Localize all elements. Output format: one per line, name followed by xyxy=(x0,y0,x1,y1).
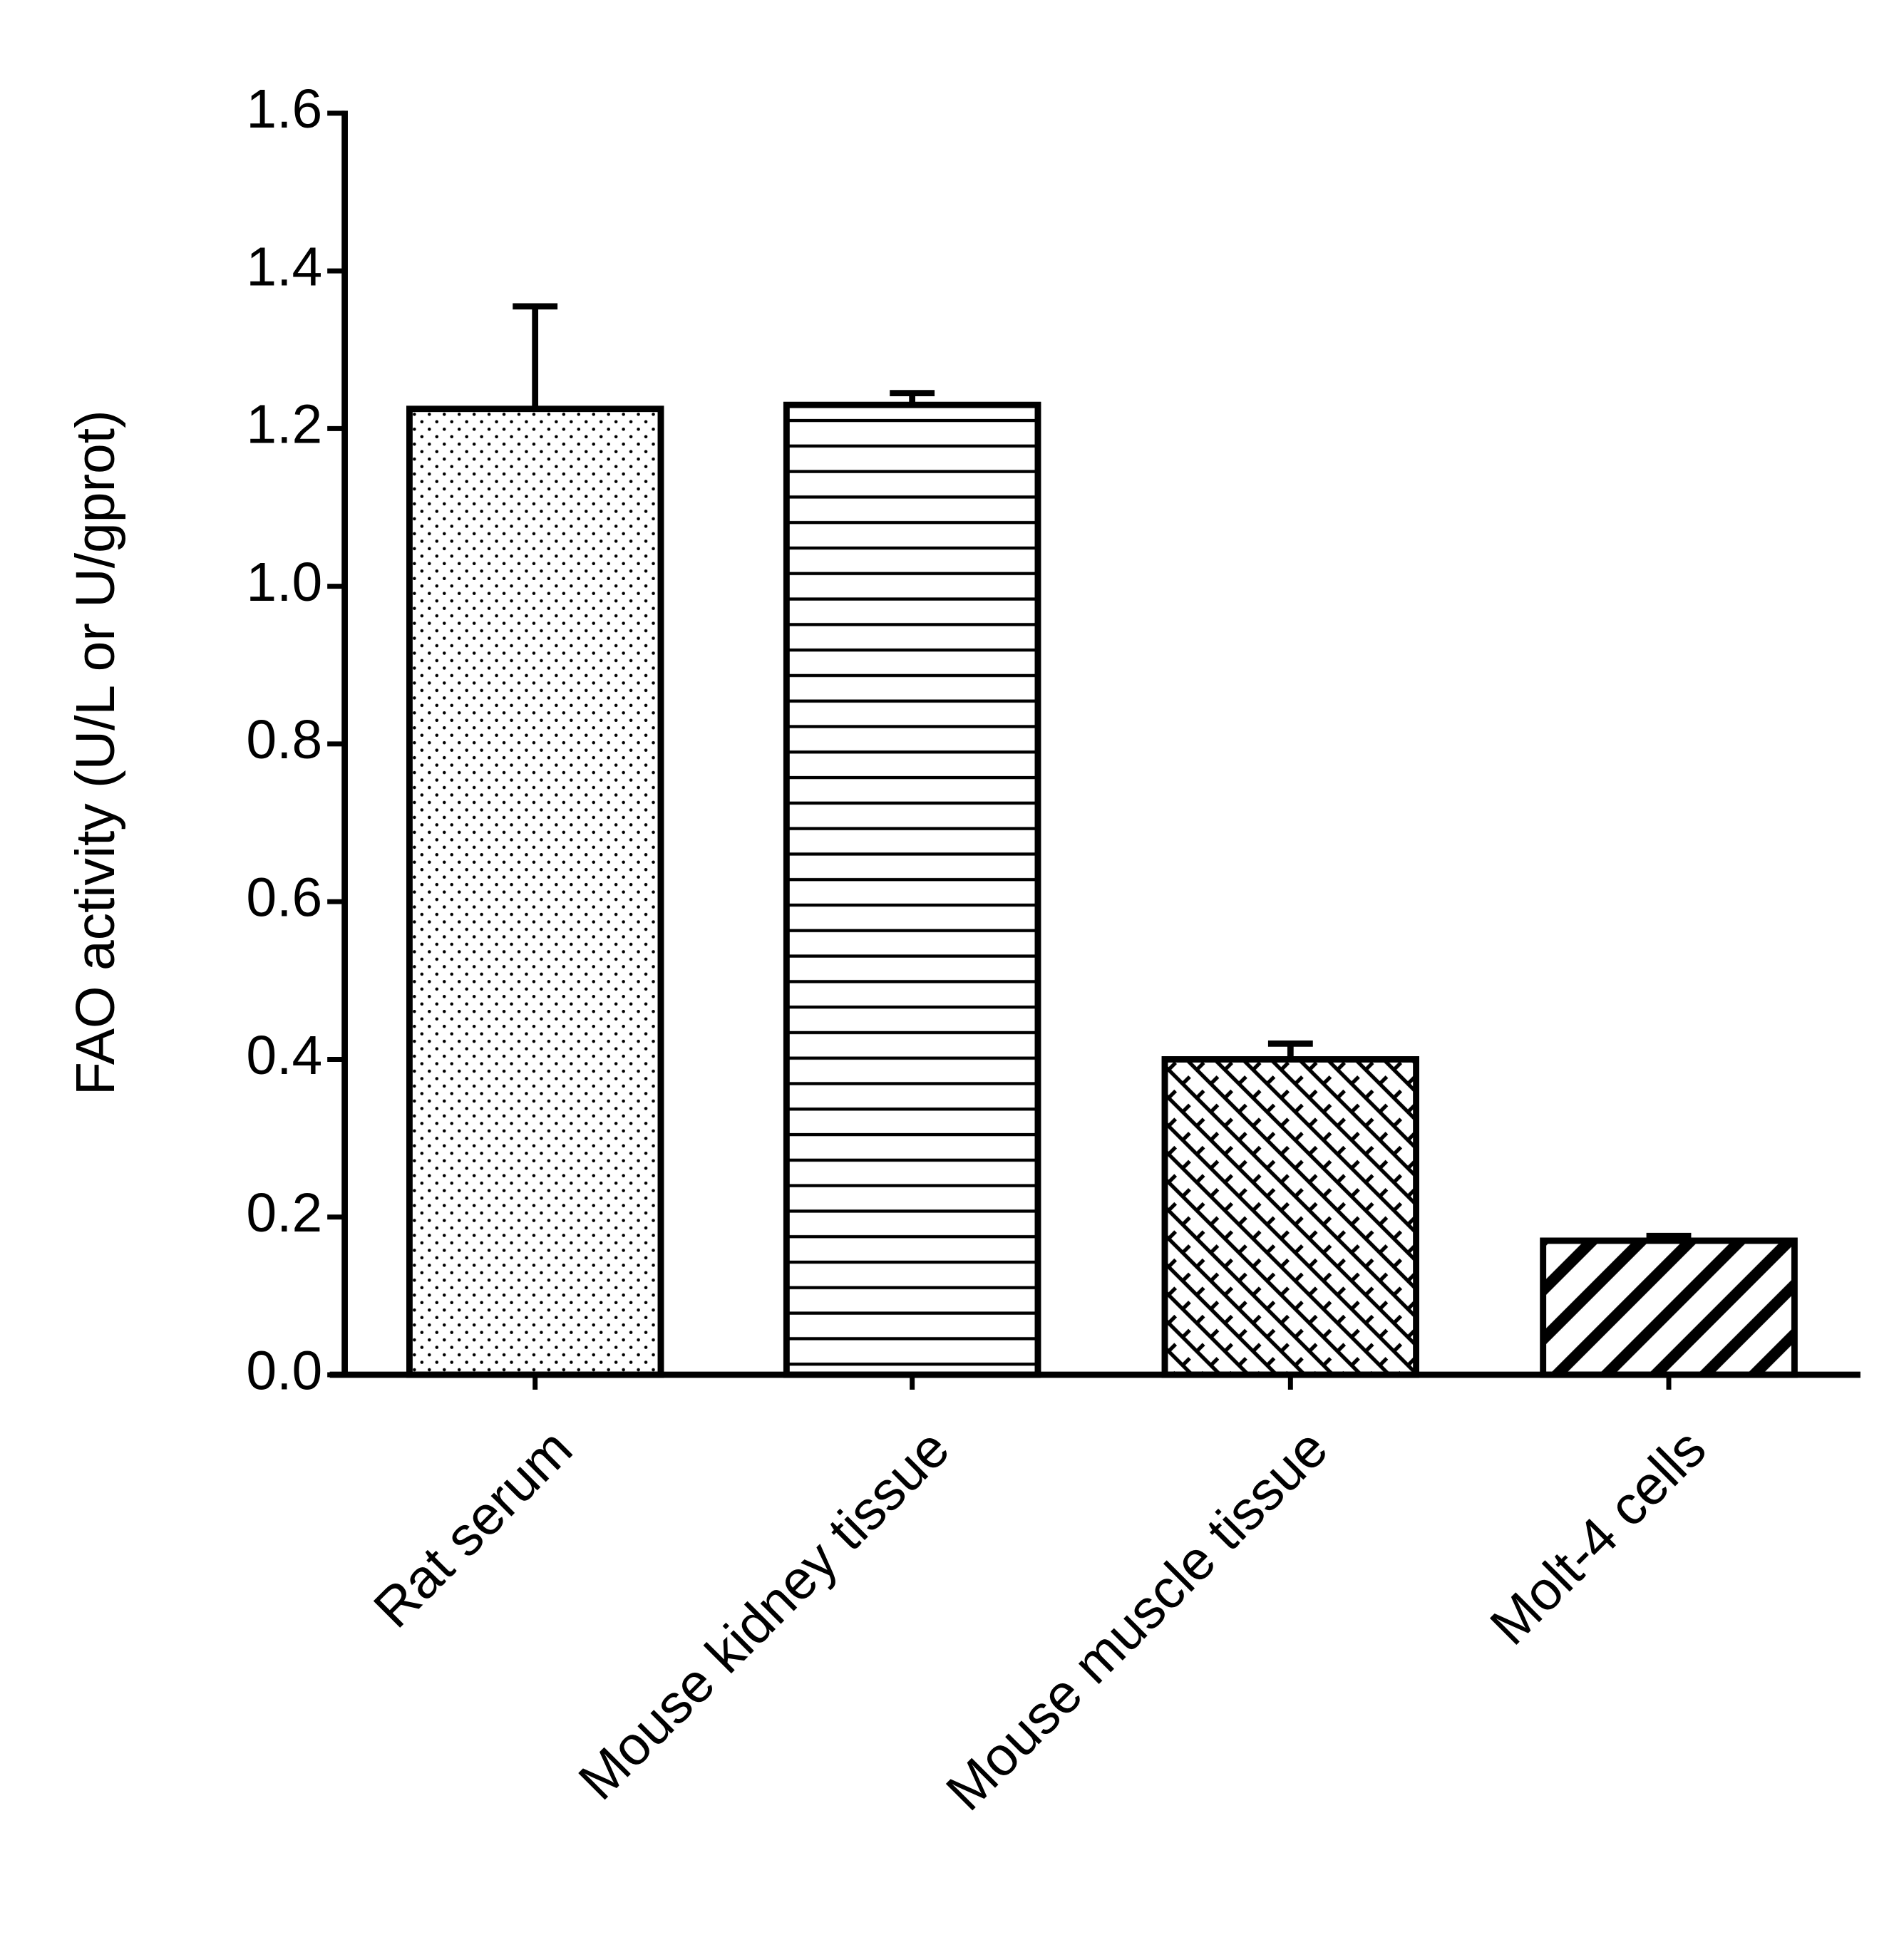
y-tick-label: 0.6 xyxy=(246,867,322,928)
bar-pattern xyxy=(783,401,1041,1378)
y-tick-label: 0.4 xyxy=(246,1025,322,1086)
y-tick-label: 1.2 xyxy=(246,394,322,455)
y-tick-label: 0.2 xyxy=(246,1182,322,1244)
y-axis-label: FAO activity (U/L or U/gprot) xyxy=(65,410,126,1095)
y-tick-label: 0.8 xyxy=(246,709,322,770)
y-tick-label: 1.6 xyxy=(246,78,322,140)
y-tick-label: 1.0 xyxy=(246,552,322,613)
y-tick-label: 0.0 xyxy=(246,1340,322,1401)
y-tick-label: 1.4 xyxy=(246,236,322,297)
x-tick-label: Rat serum xyxy=(362,1417,584,1639)
x-tick-label: Molt-4 cells xyxy=(1478,1417,1717,1656)
bar-pattern xyxy=(1161,1056,1420,1378)
bar-pattern xyxy=(1540,1237,1798,1378)
bar-pattern xyxy=(406,406,664,1378)
x-tick-label: Mouse muscle tissue xyxy=(935,1417,1339,1822)
x-tick-label: Mouse kidney tissue xyxy=(567,1417,961,1812)
